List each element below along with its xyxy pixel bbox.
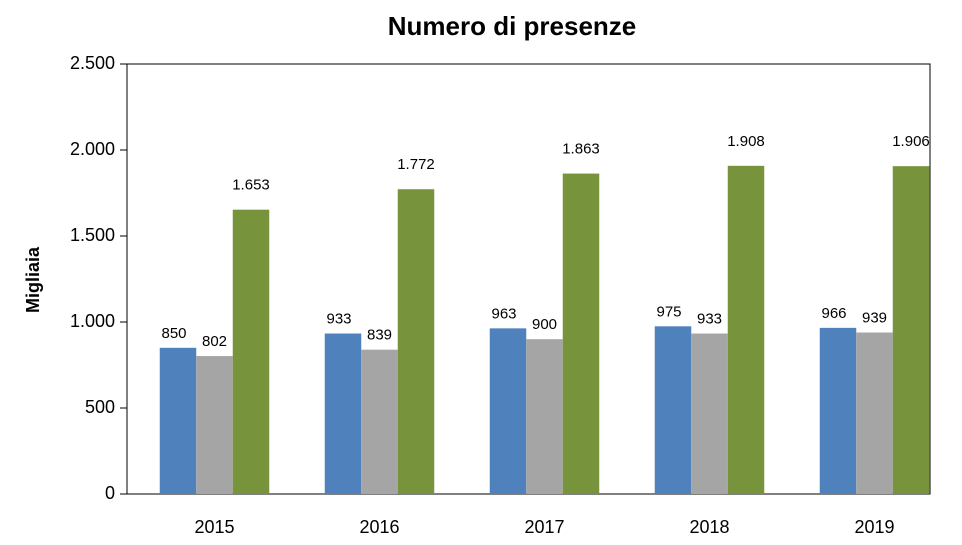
- y-tick-label: 1.500: [70, 225, 115, 245]
- data-label: 1.653: [232, 177, 270, 194]
- data-label: 933: [326, 310, 351, 327]
- bar: [856, 332, 893, 494]
- data-label: 975: [656, 303, 681, 320]
- y-tick-label: 2.000: [70, 139, 115, 159]
- y-tick-label: 0: [105, 483, 115, 503]
- y-tick-label: 1.000: [70, 311, 115, 331]
- bar: [819, 327, 857, 494]
- bar: [159, 347, 197, 494]
- bar: [654, 326, 692, 494]
- x-tick-label: 2017: [524, 517, 564, 537]
- x-tick-label: 2019: [854, 517, 894, 537]
- data-label: 900: [532, 316, 557, 333]
- bar: [232, 209, 270, 494]
- data-label: 966: [821, 305, 846, 322]
- bar: [361, 349, 398, 494]
- bar: [324, 333, 362, 494]
- data-label: 839: [367, 327, 392, 344]
- y-tick-label: 2.500: [70, 53, 115, 73]
- data-label: 1.772: [397, 156, 435, 173]
- y-axis-label: Migliaia: [23, 246, 43, 313]
- bar: [526, 339, 563, 494]
- y-tick-label: 500: [85, 397, 115, 417]
- data-label: 963: [491, 305, 516, 322]
- bar: [892, 166, 930, 494]
- bar: [397, 189, 435, 494]
- bar: [562, 173, 600, 494]
- chart-title: Numero di presenze: [388, 11, 637, 41]
- bar: [727, 165, 765, 494]
- bar: [489, 328, 527, 494]
- x-tick-label: 2018: [689, 517, 729, 537]
- data-label: 802: [202, 333, 227, 350]
- data-label: 1.906: [892, 133, 930, 150]
- bar: [691, 333, 728, 494]
- x-tick-label: 2016: [359, 517, 399, 537]
- data-label: 1.863: [562, 141, 600, 158]
- bar: [196, 356, 233, 494]
- data-label: 850: [161, 325, 186, 342]
- data-label: 939: [862, 309, 887, 326]
- x-tick-label: 2015: [194, 517, 234, 537]
- data-label: 1.908: [727, 133, 765, 150]
- data-label: 933: [697, 310, 722, 327]
